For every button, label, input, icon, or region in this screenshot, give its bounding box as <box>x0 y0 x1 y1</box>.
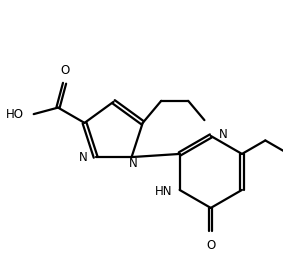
Text: HO: HO <box>6 108 24 121</box>
Text: N: N <box>79 151 88 164</box>
Text: O: O <box>60 64 69 77</box>
Text: HN: HN <box>155 185 172 198</box>
Text: O: O <box>206 239 216 251</box>
Text: N: N <box>129 157 138 170</box>
Text: N: N <box>219 128 228 141</box>
